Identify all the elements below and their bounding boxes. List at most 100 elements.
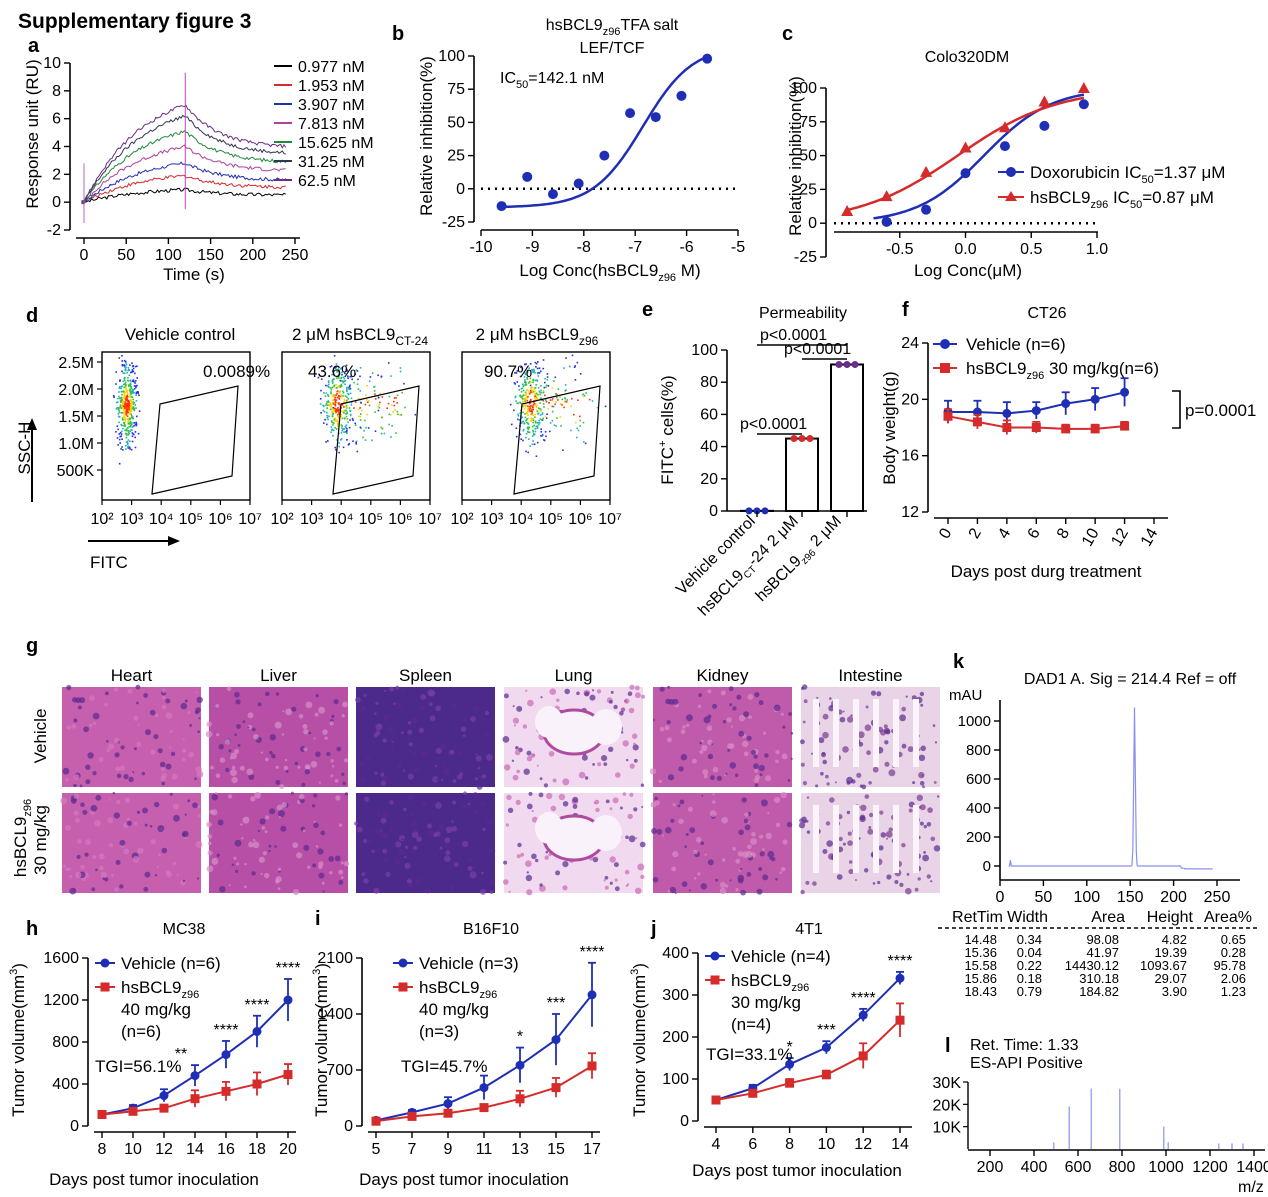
histology-texture [730, 879, 732, 881]
flow-event [532, 440, 534, 442]
k-ytick-label: 400 [966, 800, 991, 817]
histology-texture [573, 804, 578, 809]
flow-event [349, 385, 351, 387]
histology-texture [216, 773, 221, 778]
flow-event [346, 428, 348, 430]
i-legend-marker-hsbcl9 [399, 983, 408, 992]
histology-texture [767, 851, 774, 858]
histology-texture [707, 740, 713, 746]
panel-k-peak-table: RetTim Width Area Height Area%14.48 0.34 98.08… [938, 909, 1258, 999]
b-data-point [625, 108, 635, 118]
legend-hsbcl9-name: hsBCL9 [1030, 188, 1090, 207]
h-xtick-label: 10 [124, 1141, 142, 1158]
flow-event [511, 424, 513, 426]
flow-title-ct24-sub: CT-24 [395, 334, 428, 348]
flow-event [332, 399, 334, 401]
flow-event [562, 399, 564, 401]
histology-texture [747, 845, 752, 850]
histology-texture [387, 726, 394, 733]
legend-doxorubicin-ic: IC [1120, 163, 1142, 182]
histology-texture [885, 762, 890, 767]
histology-texture [93, 713, 100, 720]
flow-event [363, 430, 365, 432]
histology-texture [111, 874, 114, 877]
histology-texture [231, 777, 237, 783]
histology-texture [613, 797, 619, 803]
histology-texture [113, 792, 115, 794]
panel-label-l: l [945, 1035, 951, 1057]
panel-e-plot: p<0.0001p<0.0001p<0.0001 [740, 327, 863, 517]
histology-texture [453, 779, 457, 783]
histology-texture [788, 779, 791, 782]
flow-event [334, 420, 336, 422]
histology-texture [229, 749, 232, 752]
histology-texture [254, 792, 261, 799]
histology-texture [106, 740, 109, 743]
h-point-hsbcl9 [222, 1087, 231, 1096]
flow-event [535, 380, 537, 382]
panel-b: b hsBCL9z96TFA salt LEF/TCF IC50=142.1 n… [392, 17, 745, 284]
f-xtick-label: 2 [966, 525, 985, 541]
flow-event [121, 399, 123, 401]
histology-texture [525, 860, 532, 867]
flow-event [532, 426, 534, 428]
histology-texture [173, 815, 180, 822]
histology-texture [899, 714, 906, 721]
histology-texture [363, 839, 367, 843]
flow-event [543, 359, 545, 361]
histology-texture [766, 833, 772, 839]
flow-event [516, 436, 518, 438]
histology-texture [901, 707, 906, 712]
histology-texture [584, 691, 589, 696]
flow-event [117, 401, 119, 403]
panel-g-histology-grid: Heart Liver Spleen Lung Kidney Intestine [60, 666, 940, 895]
flow-event [515, 400, 517, 402]
histology-texture [736, 695, 741, 700]
k-chromatogram-trace [1009, 708, 1213, 869]
histology-texture [724, 774, 726, 776]
histology-texture [317, 848, 323, 854]
histology-texture [117, 774, 122, 779]
histology-texture [412, 829, 415, 832]
histology-texture [80, 785, 83, 788]
flow-event [531, 418, 533, 420]
histology-texture [115, 752, 120, 757]
j-ytick-label: 200 [662, 1029, 689, 1046]
histology-texture [628, 691, 633, 696]
flow-event [349, 419, 351, 421]
histology-texture [927, 874, 931, 878]
k-table-cell: 1.23 [1221, 984, 1246, 999]
histology-texture [209, 810, 213, 814]
histology-texture [445, 694, 447, 696]
flow-event [535, 403, 537, 405]
histology-texture [710, 775, 715, 780]
panel-b-title-sub: z96 [603, 26, 621, 38]
histology-texture [170, 730, 173, 733]
panel-a: a -202468100 50 100 150 200 250 0.977 nM1.953… [23, 35, 374, 284]
flow-event [325, 385, 327, 387]
h-ytick-label: 400 [52, 1076, 79, 1093]
f-xtick-label: 4 [995, 525, 1014, 541]
histology-texture [338, 870, 343, 875]
histology-texture [382, 833, 388, 839]
flow-event [540, 385, 542, 387]
histology-texture [234, 692, 240, 698]
histology-texture [763, 732, 766, 735]
histology-texture [339, 823, 342, 826]
flow-xaxis-label: FITC [90, 553, 128, 572]
flow-event [125, 362, 127, 364]
histology-texture [860, 785, 863, 788]
flow-event [560, 403, 562, 405]
flow-event [129, 423, 131, 425]
histology-texture [197, 730, 200, 733]
histology-texture [95, 869, 98, 872]
flow-event [401, 392, 403, 394]
histology-texture [157, 825, 164, 832]
histology-texture [441, 731, 443, 733]
panel-label-b: b [392, 23, 404, 45]
histology-texture [383, 738, 387, 742]
j-significance: **** [851, 990, 876, 1007]
histology-texture [109, 843, 113, 847]
flow-event [565, 384, 567, 386]
histology-texture [415, 878, 422, 885]
